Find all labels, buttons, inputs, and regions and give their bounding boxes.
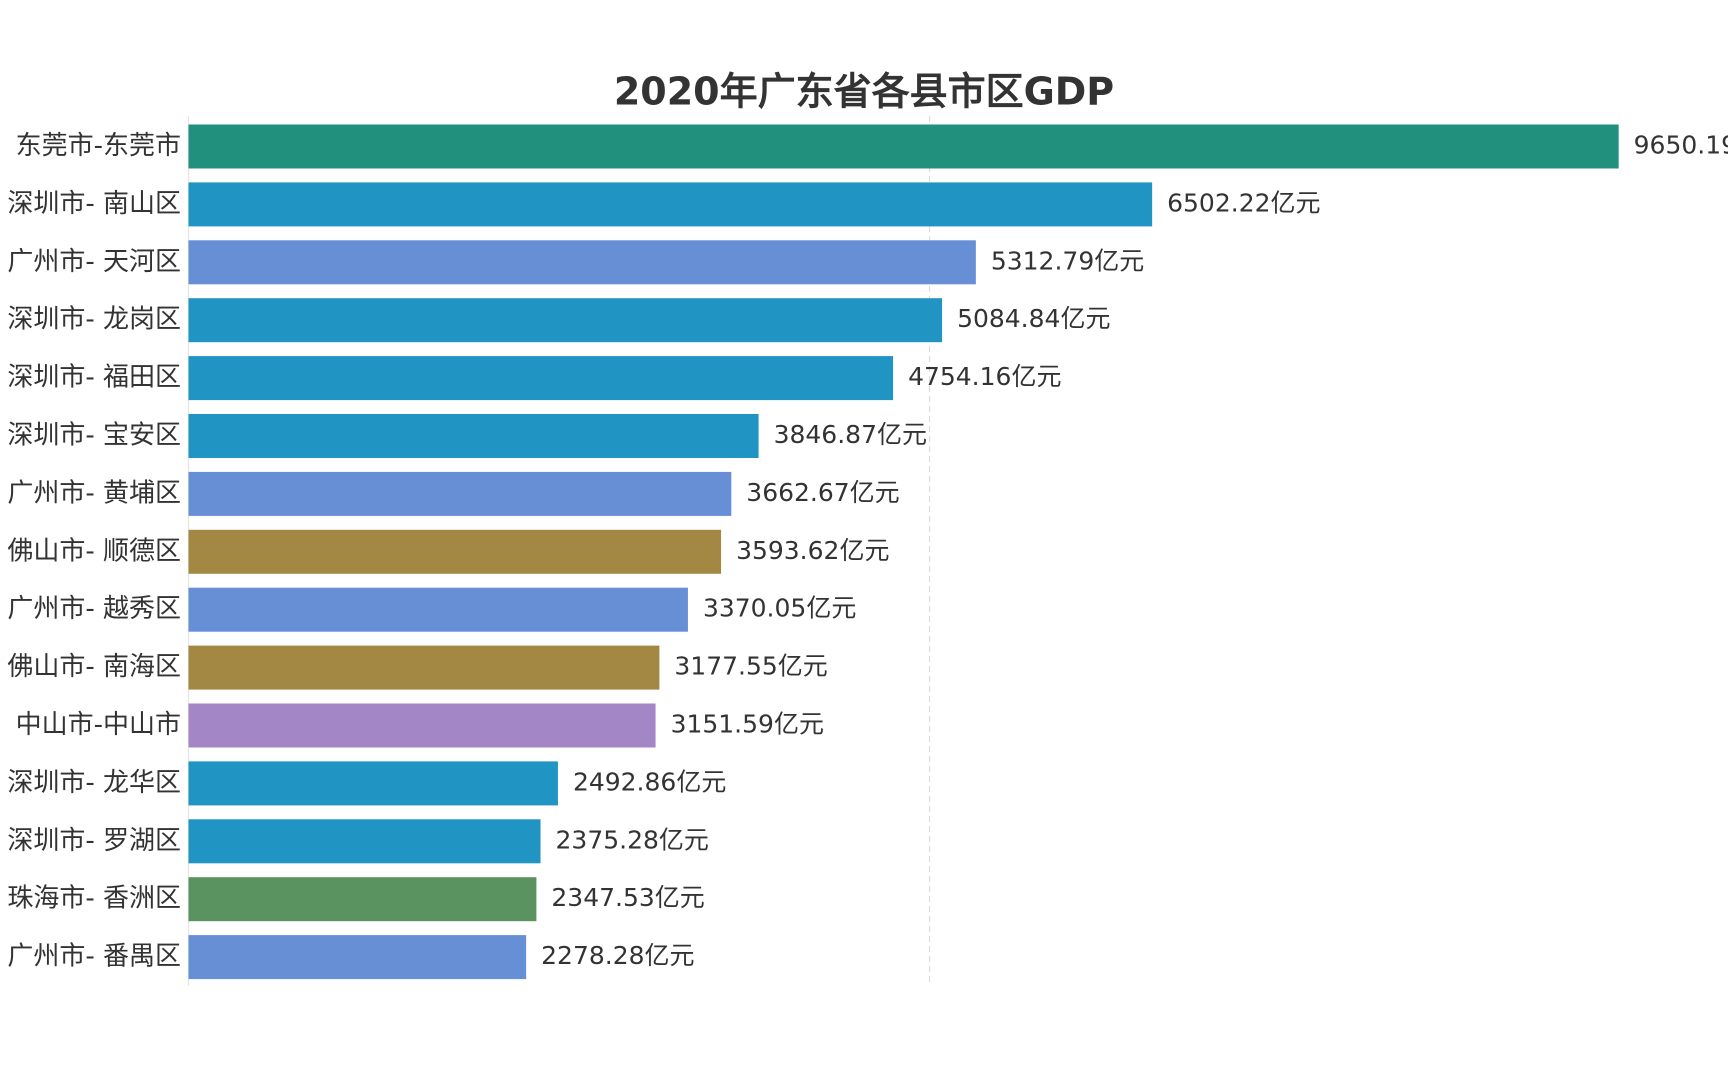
value-label: 9650.19亿元 bbox=[1634, 131, 1728, 160]
category-label: 广州市- 越秀区 bbox=[7, 594, 181, 624]
category-label: 中山市-中山市 bbox=[16, 710, 181, 740]
value-label: 6502.22亿元 bbox=[1167, 188, 1320, 217]
value-label: 2347.53亿元 bbox=[551, 883, 704, 912]
value-label: 3593.62亿元 bbox=[736, 536, 889, 565]
value-label: 5312.79亿元 bbox=[991, 246, 1144, 275]
category-label: 东莞市-东莞市 bbox=[16, 131, 181, 161]
bar bbox=[188, 703, 656, 748]
category-label: 广州市- 黄埔区 bbox=[7, 478, 181, 508]
bar bbox=[188, 471, 732, 516]
bar bbox=[188, 182, 1153, 227]
category-label: 深圳市- 福田区 bbox=[7, 363, 181, 393]
bar bbox=[188, 298, 943, 343]
value-label: 3370.05亿元 bbox=[703, 594, 856, 623]
value-label: 3662.67亿元 bbox=[746, 478, 899, 507]
category-label: 珠海市- 香洲区 bbox=[7, 884, 181, 914]
category-label: 佛山市- 顺德区 bbox=[7, 536, 181, 566]
bar bbox=[188, 587, 688, 632]
category-label: 深圳市- 罗湖区 bbox=[7, 826, 181, 856]
value-label: 2375.28亿元 bbox=[556, 825, 709, 854]
category-label: 广州市- 番禺区 bbox=[7, 942, 181, 972]
bar bbox=[188, 645, 660, 690]
bar bbox=[188, 877, 537, 922]
category-label: 广州市- 天河区 bbox=[7, 247, 181, 277]
bar bbox=[188, 935, 527, 980]
category-label: 佛山市- 南海区 bbox=[7, 652, 181, 682]
bar bbox=[188, 356, 894, 401]
bar bbox=[188, 414, 759, 458]
bar bbox=[188, 819, 541, 864]
chart-title: 2020年广东省各县市区GDP bbox=[614, 70, 1114, 114]
value-label: 3846.87亿元 bbox=[774, 420, 927, 449]
value-label: 2492.86亿元 bbox=[573, 767, 726, 796]
bar bbox=[188, 761, 558, 806]
category-label: 深圳市- 龙岗区 bbox=[7, 305, 181, 335]
value-label: 2278.28亿元 bbox=[541, 941, 694, 970]
category-label: 深圳市- 宝安区 bbox=[7, 421, 181, 451]
bar bbox=[188, 529, 722, 574]
category-label: 深圳市- 龙华区 bbox=[7, 768, 181, 798]
value-label: 3151.59亿元 bbox=[671, 710, 824, 739]
value-label: 3177.55亿元 bbox=[674, 652, 827, 681]
value-label: 4754.16亿元 bbox=[908, 362, 1061, 391]
bar bbox=[188, 124, 1619, 169]
category-label: 深圳市- 南山区 bbox=[7, 189, 181, 219]
bar bbox=[188, 240, 976, 285]
value-label: 5084.84亿元 bbox=[957, 304, 1110, 333]
